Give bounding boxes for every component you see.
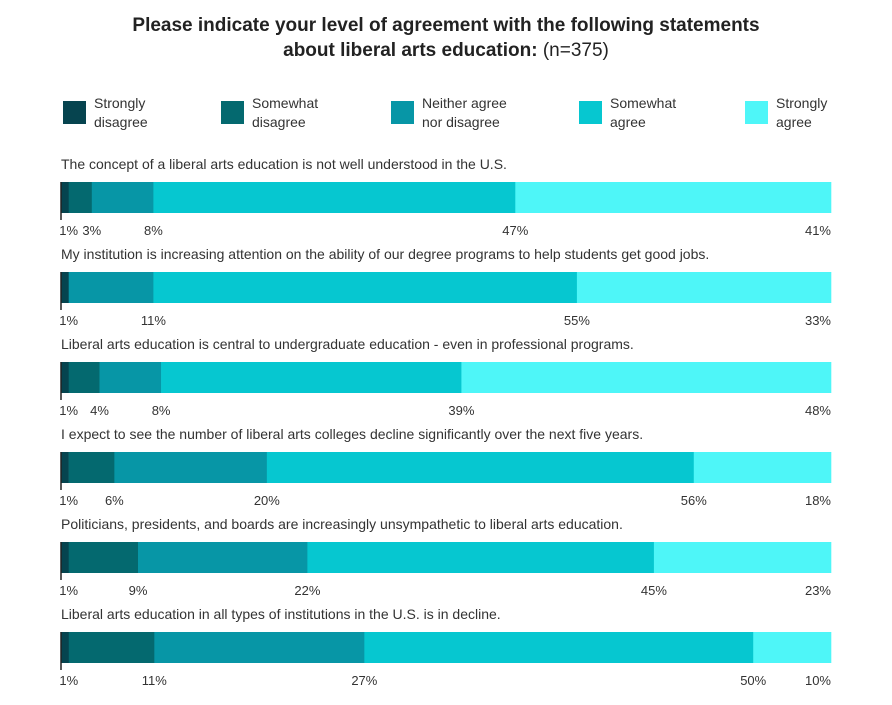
data-label: 22% xyxy=(294,583,320,598)
legend-label-line2: agree xyxy=(610,114,646,130)
data-label: 55% xyxy=(564,313,590,328)
data-label: 9% xyxy=(129,583,148,598)
data-label: 39% xyxy=(448,403,474,418)
statement-label: My institution is increasing attention o… xyxy=(61,246,709,262)
statement-label: Liberal arts education is central to und… xyxy=(61,336,634,352)
bar-segment-somewhat-agree xyxy=(307,542,655,573)
data-label: 1% xyxy=(59,313,78,328)
chart-title-bold: about liberal arts education: xyxy=(283,40,538,61)
legend-label-line1: Strongly xyxy=(94,95,146,111)
bar-segment-somewhat-disagree xyxy=(68,542,139,573)
data-label: 1% xyxy=(59,493,78,508)
legend-label: Somewhat disagree xyxy=(252,94,362,132)
legend-label-line2: disagree xyxy=(252,114,306,130)
bar-segment-neither-agree-nor-disagree xyxy=(68,272,154,303)
bar-segment-strongly-agree xyxy=(693,452,832,483)
bar-segment-neither-agree-nor-disagree xyxy=(138,542,308,573)
statement-label: Liberal arts education in all types of i… xyxy=(61,606,501,622)
data-label: 11% xyxy=(142,673,167,688)
legend-label-line1: Somewhat xyxy=(610,95,677,111)
data-label: 1% xyxy=(59,403,78,418)
data-label: 1% xyxy=(59,223,78,238)
data-label: 45% xyxy=(641,583,667,598)
data-label: 8% xyxy=(152,403,171,418)
legend-label: Strongly disagree xyxy=(94,94,204,132)
bar-segment-strongly-disagree xyxy=(61,542,69,573)
data-label: 27% xyxy=(351,673,377,688)
data-label: 23% xyxy=(805,583,831,598)
bar-segment-somewhat-agree xyxy=(161,362,462,393)
bar-segment-strongly-agree xyxy=(515,182,832,213)
statement-label: Politicians, presidents, and boards are … xyxy=(61,516,623,532)
bar-segment-somewhat-agree xyxy=(266,452,695,483)
data-label: 3% xyxy=(82,223,101,238)
data-label: 11% xyxy=(141,313,166,328)
bar-segment-strongly-agree xyxy=(461,362,832,393)
bar-segment-neither-agree-nor-disagree xyxy=(91,182,154,213)
data-label: 4% xyxy=(90,403,109,418)
bar-segment-strongly-disagree xyxy=(61,182,69,213)
data-label: 48% xyxy=(805,403,831,418)
legend-swatch xyxy=(579,101,602,124)
bar-segment-somewhat-agree xyxy=(153,272,578,303)
bar-segment-somewhat-disagree xyxy=(68,362,100,393)
bar-segment-strongly-agree xyxy=(753,632,832,663)
legend-label-line2: disagree xyxy=(94,114,148,130)
legend-label-line2: nor disagree xyxy=(422,114,500,130)
legend-swatch xyxy=(391,101,414,124)
data-label: 20% xyxy=(254,493,280,508)
bar-segment-strongly-disagree xyxy=(61,632,70,663)
data-label: 33% xyxy=(805,313,831,328)
legend-swatch xyxy=(745,101,768,124)
legend-label-line1: Somewhat xyxy=(252,95,319,111)
statement-label: The concept of a liberal arts education … xyxy=(61,156,507,172)
bar-segment-strongly-disagree xyxy=(61,362,69,393)
bar-segment-neither-agree-nor-disagree xyxy=(99,362,162,393)
chart-title-sample-size: (n=375) xyxy=(537,40,609,61)
bar-segment-strongly-disagree xyxy=(61,272,69,303)
legend-label-line1: Neither agree xyxy=(422,95,507,111)
data-label: 1% xyxy=(59,583,78,598)
bar-segment-strongly-agree xyxy=(653,542,832,573)
bar-segment-somewhat-disagree xyxy=(68,182,93,213)
bar-segment-neither-agree-nor-disagree xyxy=(114,452,268,483)
bar-segment-somewhat-disagree xyxy=(68,632,155,663)
data-label: 56% xyxy=(681,493,707,508)
legend-label: Neither agree nor disagree xyxy=(422,94,532,132)
legend-swatch xyxy=(63,101,86,124)
data-label: 10% xyxy=(805,673,831,688)
bar-segment-somewhat-disagree xyxy=(68,452,115,483)
data-label: 47% xyxy=(502,223,528,238)
chart-title-line1: Please indicate your level of agreement … xyxy=(132,15,760,36)
legend-label-line1: Strongly xyxy=(776,95,828,111)
data-label: 50% xyxy=(740,673,766,688)
bar-segment-somewhat-agree xyxy=(153,182,516,213)
chart-title-line2: about liberal arts education: (n=375) xyxy=(0,39,892,63)
legend-label: Somewhat agree xyxy=(610,94,720,132)
legend-swatch xyxy=(221,101,244,124)
data-label: 1% xyxy=(59,673,78,688)
data-label: 18% xyxy=(805,493,831,508)
bar-segment-neither-agree-nor-disagree xyxy=(154,632,365,663)
bar-segment-strongly-disagree xyxy=(61,452,69,483)
bar-segment-somewhat-agree xyxy=(364,632,754,663)
bar-segment-strongly-agree xyxy=(576,272,832,303)
legend-label: Strongly agree xyxy=(776,94,886,132)
statement-label: I expect to see the number of liberal ar… xyxy=(61,426,643,442)
data-label: 8% xyxy=(144,223,163,238)
legend-label-line2: agree xyxy=(776,114,812,130)
data-label: 6% xyxy=(105,493,124,508)
data-label: 41% xyxy=(805,223,831,238)
